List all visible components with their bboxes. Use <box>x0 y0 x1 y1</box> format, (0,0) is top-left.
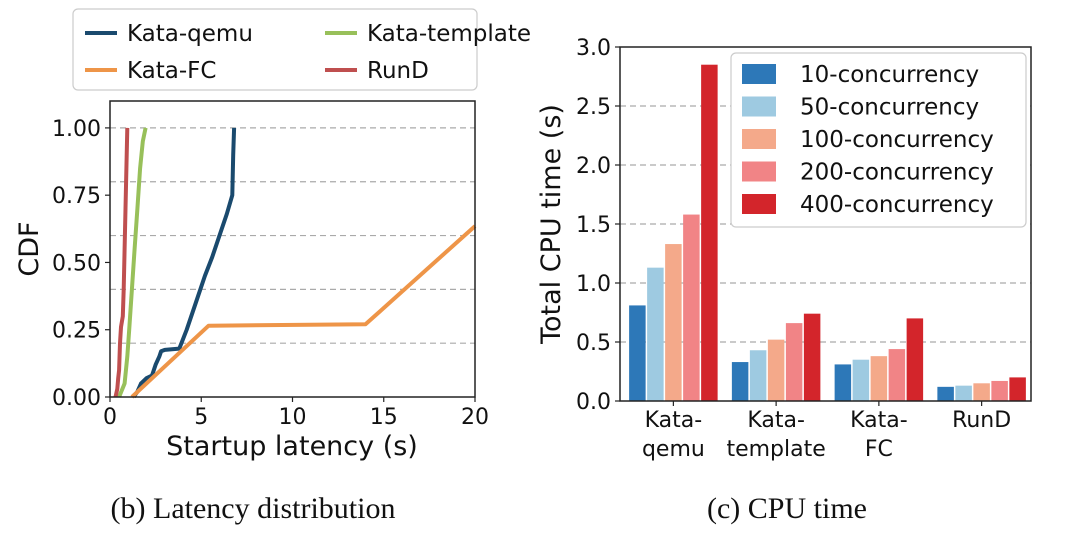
bar-10-concurrency-1 <box>731 362 749 401</box>
cdf-ticks: 0 5 10 15 20 0.00 0.25 0.50 0.75 1.00 <box>52 117 489 430</box>
bar-legend-label-400-concurrency: 400-concurrency <box>800 192 994 218</box>
bar-legend-swatch-400-concurrency <box>742 194 776 214</box>
cdf-caption: (b) Latency distribution <box>111 492 396 525</box>
cdf-x-tick-label: 0 <box>103 405 117 430</box>
cdf-lines <box>113 127 477 399</box>
bar-legend-label-10-concurrency: 10-concurrency <box>800 62 979 88</box>
bar-legend-swatch-200-concurrency <box>742 161 776 182</box>
cdf-line-kata-fc <box>130 224 477 399</box>
bar-100-concurrency-3 <box>973 383 990 401</box>
bar-100-concurrency-2 <box>870 356 888 401</box>
bar-y-tick-label: 3.0 <box>576 36 611 61</box>
cdf-line-rund <box>113 127 130 398</box>
cdf-line-kata-qemu <box>132 127 237 399</box>
bar-400-concurrency-3 <box>1009 377 1026 401</box>
bar-y-tick-label: 0.0 <box>576 390 611 415</box>
bar-y-tick-label: 0.5 <box>576 331 611 356</box>
bar-legend-box <box>730 52 1027 228</box>
cdf-x-axis-label: Startup latency (s) <box>166 431 418 462</box>
cdf-legend-box <box>72 8 478 91</box>
bar-100-concurrency-0 <box>665 244 682 401</box>
bar-200-concurrency-0 <box>683 214 700 401</box>
cdf-y-tick-label: 1.00 <box>52 117 101 142</box>
cdf-legend-label-kata-fc: Kata-FC <box>127 58 216 84</box>
cdf-x-tick-label: 10 <box>279 405 307 430</box>
bar-x-tick-label-line: template <box>726 437 825 462</box>
cdf-x-tick-label: 15 <box>370 405 398 430</box>
bar-legend-swatch-100-concurrency <box>742 129 776 149</box>
bar-y-tick-label: 2.0 <box>576 154 611 179</box>
cdf-plot-frame <box>109 100 476 398</box>
bar-200-concurrency-1 <box>785 323 803 401</box>
bar-legend-swatch-50-concurrency <box>742 96 776 117</box>
bar-x-tick-label-line: Kata- <box>850 408 908 433</box>
bar-y-tick-label: 2.5 <box>576 95 611 120</box>
bar-x-tick-label: Kata-qemu <box>642 408 705 462</box>
bar-50-concurrency-3 <box>955 385 972 401</box>
bar-caption: (c) CPU time <box>707 492 867 525</box>
cdf-y-tick-label: 0.75 <box>52 184 101 209</box>
bar-x-tick-label-line: qemu <box>642 437 705 462</box>
bar-200-concurrency-2 <box>888 349 906 401</box>
cdf-grid <box>110 127 475 344</box>
bar-x-tick-label-line: RunD <box>952 408 1011 433</box>
cdf-legend: Kata-qemu Kata-template Kata-FC RunD <box>72 8 531 91</box>
bar-legend: 10-concurrency 50-concurrency 100-concurre… <box>730 52 1027 228</box>
cdf-chart: Kata-qemu Kata-template Kata-FC RunD 0 5 10 15… <box>14 8 531 525</box>
cdf-y-tick-label: 0.50 <box>52 251 101 276</box>
cdf-legend-label-kata-qemu: Kata-qemu <box>127 21 253 47</box>
bar-10-concurrency-0 <box>629 305 646 401</box>
bar-x-tick-label-line: Kata- <box>747 408 805 433</box>
bar-x-tick-label-line: Kata- <box>645 408 703 433</box>
bar-10-concurrency-2 <box>834 364 852 401</box>
bar-x-tick-label: Kata-template <box>726 408 825 462</box>
bar-50-concurrency-0 <box>647 267 664 401</box>
bar-x-tick-label: RunD <box>952 408 1011 433</box>
bar-y-axis-label: Total CPU time (s) <box>536 104 567 345</box>
bar-10-concurrency-3 <box>937 386 954 401</box>
bar-400-concurrency-1 <box>803 313 821 401</box>
cdf-legend-label-rund: RunD <box>367 58 429 84</box>
bar-200-concurrency-3 <box>991 380 1008 401</box>
cdf-line-kata-template <box>117 127 148 398</box>
bar-400-concurrency-0 <box>701 64 718 401</box>
bar-x-tick-label-line: FC <box>865 437 893 462</box>
bar-x-tick-label: Kata- FC <box>850 408 908 462</box>
bar-50-concurrency-2 <box>852 359 870 401</box>
bar-50-concurrency-1 <box>749 350 767 401</box>
cdf-y-tick-label: 0.00 <box>52 386 101 411</box>
bar-legend-label-100-concurrency: 100-concurrency <box>800 127 994 153</box>
bar-y-tick-label: 1.0 <box>576 272 611 297</box>
bar-legend-swatch-10-concurrency <box>742 64 776 84</box>
bar-bars <box>629 64 1026 401</box>
bar-legend-label-200-concurrency: 200-concurrency <box>800 160 994 186</box>
cpu-bar-chart: 0.00.51.01.52.02.53.0Kata-qemuKata-templ… <box>536 36 1032 525</box>
bar-100-concurrency-1 <box>767 339 785 401</box>
bar-y-tick-label: 1.5 <box>576 213 611 238</box>
cdf-legend-label-kata-template: Kata-template <box>367 21 531 47</box>
bar-legend-label-50-concurrency: 50-concurrency <box>800 95 979 121</box>
cdf-y-axis-label: CDF <box>14 221 45 276</box>
bar-400-concurrency-2 <box>906 318 924 401</box>
cdf-x-tick-label: 20 <box>461 405 489 430</box>
bar-ticks: 0.00.51.01.52.02.53.0Kata-qemuKata-templ… <box>576 36 1011 462</box>
cdf-y-tick-label: 0.25 <box>52 319 101 344</box>
cdf-x-tick-label: 5 <box>194 405 208 430</box>
